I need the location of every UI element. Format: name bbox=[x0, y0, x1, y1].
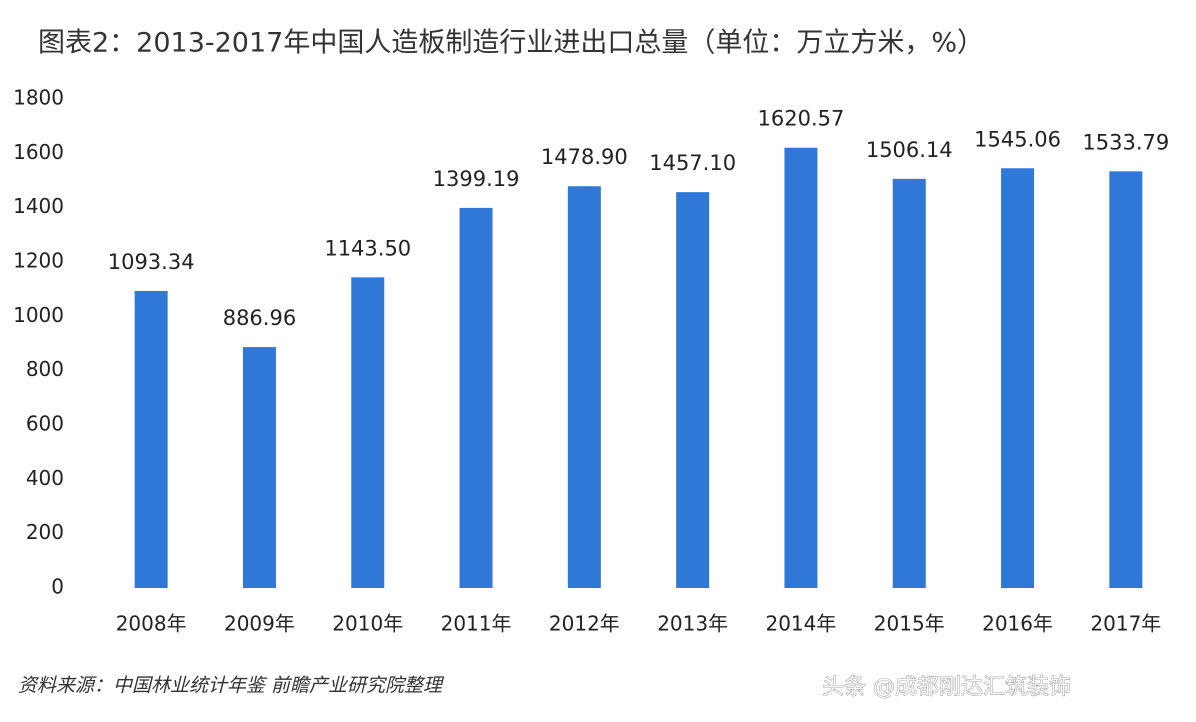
x-tick-label: 2010年 bbox=[332, 612, 403, 636]
y-tick-label: 800 bbox=[26, 357, 64, 381]
bar bbox=[567, 186, 601, 588]
value-label: 1478.90 bbox=[541, 145, 628, 169]
value-label: 1545.06 bbox=[974, 127, 1061, 151]
value-label: 1457.10 bbox=[649, 151, 736, 175]
y-tick-label: 0 bbox=[51, 575, 64, 599]
value-label: 1506.14 bbox=[866, 138, 953, 162]
y-tick-label: 1000 bbox=[13, 303, 64, 327]
bar bbox=[242, 347, 276, 588]
x-tick-label: 2017年 bbox=[1090, 612, 1161, 636]
watermark: 头条 @成都刚达汇筑装饰 bbox=[822, 675, 1071, 700]
y-tick-label: 200 bbox=[26, 520, 64, 544]
value-label: 1143.50 bbox=[324, 236, 411, 260]
y-tick-label: 1800 bbox=[13, 86, 64, 110]
value-label: 1620.57 bbox=[758, 107, 845, 131]
x-tick-label: 2015年 bbox=[874, 612, 945, 636]
bar bbox=[784, 147, 818, 588]
x-tick-label: 2008年 bbox=[116, 612, 187, 636]
value-label: 1399.19 bbox=[433, 167, 520, 191]
bar bbox=[1001, 168, 1035, 588]
y-tick-label: 400 bbox=[26, 466, 64, 490]
bar bbox=[459, 207, 493, 588]
y-tick-label: 600 bbox=[26, 412, 64, 436]
chart-title: 图表2：2013-2017年中国人造板制造行业进出口总量（单位：万立方米，%） bbox=[38, 28, 984, 59]
x-tick-label: 2011年 bbox=[441, 612, 512, 636]
x-tick-label: 2009年 bbox=[224, 612, 295, 636]
bar bbox=[351, 277, 385, 588]
x-tick-label: 2016年 bbox=[982, 612, 1053, 636]
y-tick-label: 1600 bbox=[13, 140, 64, 164]
value-label: 1093.34 bbox=[108, 250, 195, 274]
bar bbox=[134, 290, 168, 588]
x-tick-label: 2012年 bbox=[549, 612, 620, 636]
value-label: 886.96 bbox=[223, 306, 296, 330]
y-tick-label: 1400 bbox=[13, 194, 64, 218]
y-tick-label: 1200 bbox=[13, 249, 64, 273]
bar bbox=[1109, 171, 1143, 589]
value-label: 1533.79 bbox=[1082, 130, 1169, 154]
source-note: 资料来源：中国林业统计年鉴 前瞻产业研究院整理 bbox=[18, 675, 445, 697]
bar bbox=[676, 192, 710, 589]
x-tick-label: 2013年 bbox=[657, 612, 728, 636]
x-tick-label: 2014年 bbox=[765, 612, 836, 636]
bar bbox=[892, 178, 926, 588]
